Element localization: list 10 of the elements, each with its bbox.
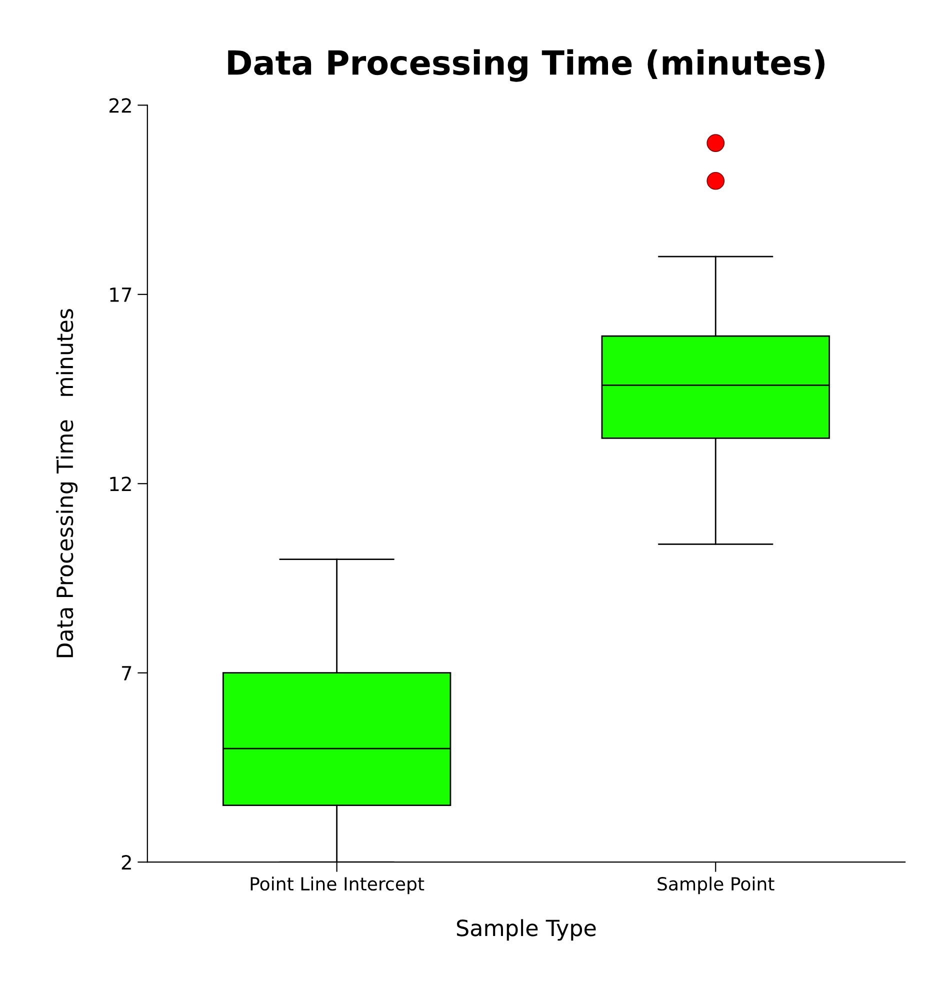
x-axis-title: Sample Type bbox=[456, 919, 596, 941]
x-tick-label: Point Line Intercept bbox=[250, 876, 424, 894]
y-tick-label: 2 bbox=[122, 855, 131, 870]
chart-title: Data Processing Time (minutes) bbox=[228, 49, 824, 82]
y-tick-label: 17 bbox=[110, 288, 132, 302]
y-tick-label: 12 bbox=[110, 476, 131, 492]
x-tick-label: Sample Point bbox=[658, 876, 774, 894]
y-tick-label: 22 bbox=[110, 98, 131, 113]
y-axis-title: Data Processing Time minutes bbox=[56, 309, 78, 658]
y-tick-label: 7 bbox=[122, 666, 132, 680]
